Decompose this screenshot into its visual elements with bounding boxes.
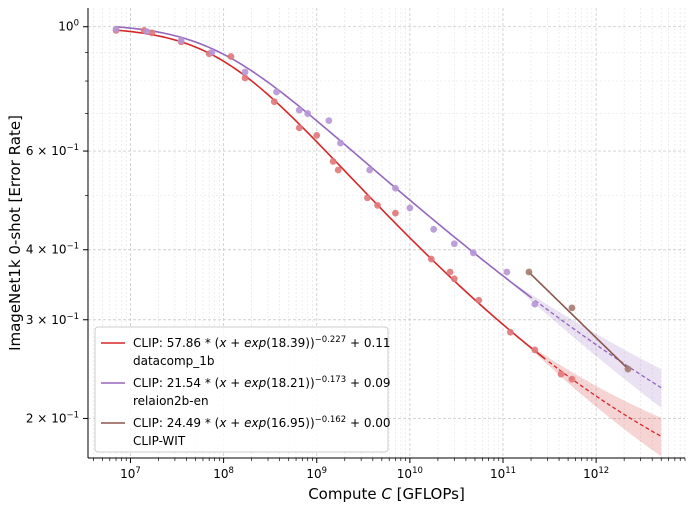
y-tick-label: 2 × 10−1 [26, 410, 79, 425]
fit-line-extrapolated [534, 299, 662, 389]
data-point [392, 209, 399, 217]
data-point [503, 268, 511, 276]
y-tick-label: 6 × 10−1 [26, 143, 79, 158]
data-point [475, 296, 483, 304]
data-point [525, 268, 533, 276]
data-point [506, 328, 514, 336]
data-point [568, 375, 576, 383]
data-point [177, 37, 185, 44]
tick-marks [83, 26, 686, 463]
data-point [366, 166, 374, 174]
x-axis-label: Compute C [GFLOPs] [308, 485, 465, 503]
fit-line [115, 29, 546, 360]
data-point [374, 201, 381, 209]
fit-line [528, 271, 629, 370]
legend-box [94, 326, 389, 453]
data-point [295, 106, 303, 114]
data-point [325, 117, 333, 124]
legend-sublabel: datacomp_1b [133, 354, 215, 368]
y-tick-label: 3 × 10−1 [26, 312, 79, 327]
data-point [568, 304, 576, 312]
data-point [392, 184, 399, 192]
data-point [208, 48, 216, 56]
y-axis-label: ImageNet1k 0-shot [Error Rate] [6, 115, 24, 351]
y-tick-label: 100 [58, 19, 79, 34]
data-point [273, 88, 280, 96]
data-points [112, 25, 632, 383]
legend-label: CLIP: 24.49 * (x + exp(16.95))−0.162 + 0… [133, 415, 391, 430]
fit-curves [115, 26, 662, 437]
x-tick-labels: 107 108 109 1010 1011 1012 [120, 466, 609, 481]
x-tick-label: 107 [120, 466, 141, 481]
data-point [112, 25, 120, 33]
data-point [337, 139, 344, 147]
fit-line [115, 26, 533, 299]
data-point [446, 268, 454, 276]
y-tick-label: 4 × 10−1 [26, 242, 79, 257]
data-point [270, 98, 278, 106]
data-point [364, 194, 371, 202]
data-point [450, 240, 458, 248]
y-tick-labels: 100 6 × 10−1 4 × 10−1 3 × 10−1 2 × 10−1 [26, 19, 79, 426]
data-point [469, 249, 477, 257]
data-point [313, 131, 321, 139]
minor-gridlines [88, 8, 686, 458]
data-point [557, 370, 565, 378]
data-point [227, 53, 235, 60]
data-point [430, 225, 438, 233]
confidence-bands [514, 283, 662, 457]
data-point [304, 110, 312, 117]
legend-label: CLIP: 21.54 * (x + exp(18.21))−0.173 + 0… [133, 375, 391, 390]
legend-sublabel: CLIP-WIT [133, 434, 186, 448]
fit-line-extrapolated [548, 361, 662, 437]
legend: CLIP: 57.86 * (x + exp(18.39))−0.227 + 0… [94, 326, 391, 453]
data-point [241, 74, 249, 82]
x-tick-label: 109 [306, 466, 327, 481]
legend-label: CLIP: 57.86 * (x + exp(18.39))−0.227 + 0… [133, 335, 391, 350]
data-point [531, 346, 539, 354]
data-point [531, 300, 539, 308]
confidence-band [514, 283, 662, 408]
data-point [329, 158, 337, 165]
axes [87, 8, 685, 459]
data-point [143, 28, 151, 36]
x-tick-label: 1010 [397, 466, 423, 481]
data-point [427, 255, 435, 263]
data-point [295, 124, 303, 132]
data-point [450, 275, 458, 283]
x-tick-label: 108 [213, 466, 234, 481]
data-point [241, 68, 249, 76]
data-point [334, 166, 342, 174]
x-tick-label: 1012 [583, 466, 609, 481]
data-point [624, 365, 632, 373]
legend-sublabel: relaion2b-en [133, 394, 209, 408]
x-tick-label: 1011 [490, 466, 516, 481]
data-point [406, 204, 414, 212]
